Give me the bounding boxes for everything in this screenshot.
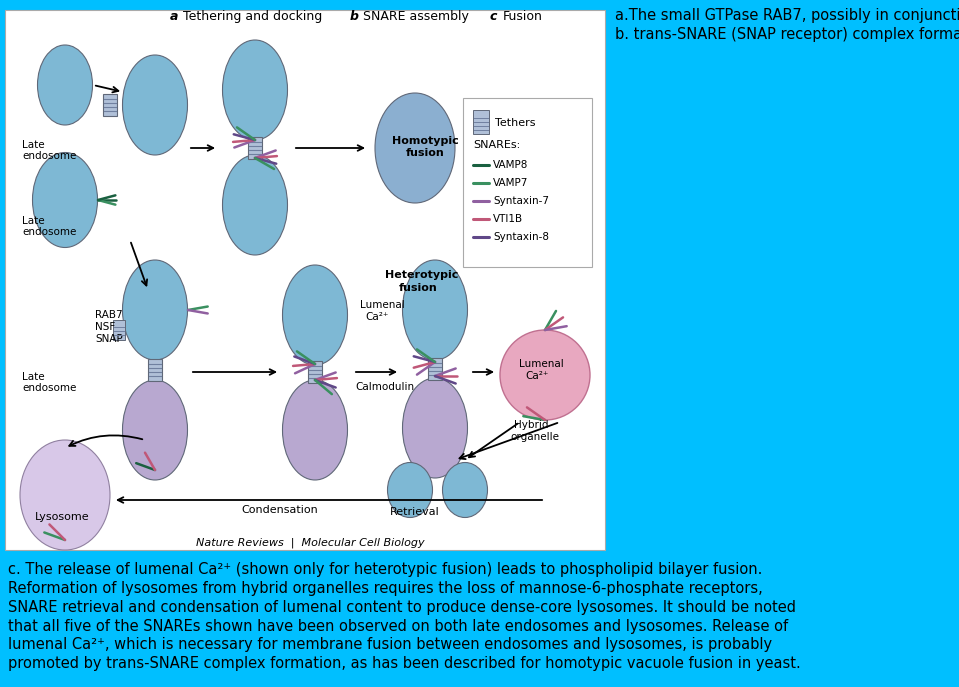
Ellipse shape — [123, 260, 188, 360]
FancyBboxPatch shape — [148, 359, 162, 381]
FancyBboxPatch shape — [308, 361, 322, 383]
Text: SNARE assembly: SNARE assembly — [363, 10, 469, 23]
Text: RAB7: RAB7 — [95, 310, 123, 320]
Ellipse shape — [403, 378, 467, 478]
Ellipse shape — [403, 260, 467, 360]
Text: endosome: endosome — [22, 151, 77, 161]
Text: Syntaxin-7: Syntaxin-7 — [493, 196, 549, 206]
Text: fusion: fusion — [406, 148, 445, 158]
FancyBboxPatch shape — [428, 358, 442, 380]
Text: SNAP: SNAP — [95, 334, 123, 344]
Ellipse shape — [387, 462, 433, 517]
Text: SNAREs:: SNAREs: — [473, 140, 520, 150]
Text: organelle: organelle — [510, 432, 559, 442]
Text: Syntaxin-8: Syntaxin-8 — [493, 232, 549, 242]
Ellipse shape — [283, 380, 347, 480]
Text: Heterotypic: Heterotypic — [385, 270, 458, 280]
Text: Ca²⁺: Ca²⁺ — [365, 312, 388, 322]
FancyBboxPatch shape — [103, 94, 117, 116]
Text: VAMP8: VAMP8 — [493, 160, 528, 170]
Text: Calmodulin: Calmodulin — [355, 382, 414, 392]
Text: NSF: NSF — [95, 322, 115, 332]
Text: c: c — [490, 10, 498, 23]
Text: Ca²⁺: Ca²⁺ — [525, 371, 549, 381]
Text: endosome: endosome — [22, 227, 77, 237]
Text: a: a — [170, 10, 178, 23]
Text: VAMP7: VAMP7 — [493, 178, 528, 188]
Text: a.The small GTPase RAB7, possibly in conjunction with the mammalian homotypic fu: a.The small GTPase RAB7, possibly in con… — [615, 8, 959, 42]
FancyBboxPatch shape — [5, 10, 605, 550]
FancyBboxPatch shape — [463, 98, 592, 267]
Ellipse shape — [123, 55, 188, 155]
Text: Fusion: Fusion — [503, 10, 543, 23]
Text: Retrieval: Retrieval — [390, 507, 440, 517]
FancyBboxPatch shape — [473, 110, 489, 134]
Text: VTI1B: VTI1B — [493, 214, 523, 224]
Ellipse shape — [222, 155, 288, 255]
Ellipse shape — [500, 330, 590, 420]
Text: fusion: fusion — [399, 283, 437, 293]
Text: Late: Late — [22, 216, 45, 226]
Text: Hybrid: Hybrid — [514, 420, 549, 430]
Ellipse shape — [442, 462, 487, 517]
Ellipse shape — [37, 45, 92, 125]
Ellipse shape — [283, 265, 347, 365]
Text: Lumenal: Lumenal — [519, 359, 564, 369]
FancyBboxPatch shape — [113, 320, 125, 340]
Text: Lumenal: Lumenal — [360, 300, 405, 310]
Text: c. The release of lumenal Ca²⁺ (shown only for heterotypic fusion) leads to phos: c. The release of lumenal Ca²⁺ (shown on… — [8, 562, 801, 671]
Ellipse shape — [222, 40, 288, 140]
Ellipse shape — [123, 380, 188, 480]
Text: Late: Late — [22, 372, 45, 382]
FancyBboxPatch shape — [248, 137, 262, 159]
Text: Homotypic: Homotypic — [392, 136, 458, 146]
Text: endosome: endosome — [22, 383, 77, 393]
Text: Condensation: Condensation — [242, 505, 318, 515]
Text: Tethering and docking: Tethering and docking — [183, 10, 322, 23]
Text: Late: Late — [22, 140, 45, 150]
Text: Nature Reviews  |  Molecular Cell Biology: Nature Reviews | Molecular Cell Biology — [196, 537, 424, 548]
Ellipse shape — [33, 153, 98, 247]
Text: Lysosome: Lysosome — [35, 512, 89, 522]
Text: b: b — [350, 10, 359, 23]
Ellipse shape — [375, 93, 455, 203]
Ellipse shape — [20, 440, 110, 550]
Text: Tethers: Tethers — [495, 118, 535, 128]
